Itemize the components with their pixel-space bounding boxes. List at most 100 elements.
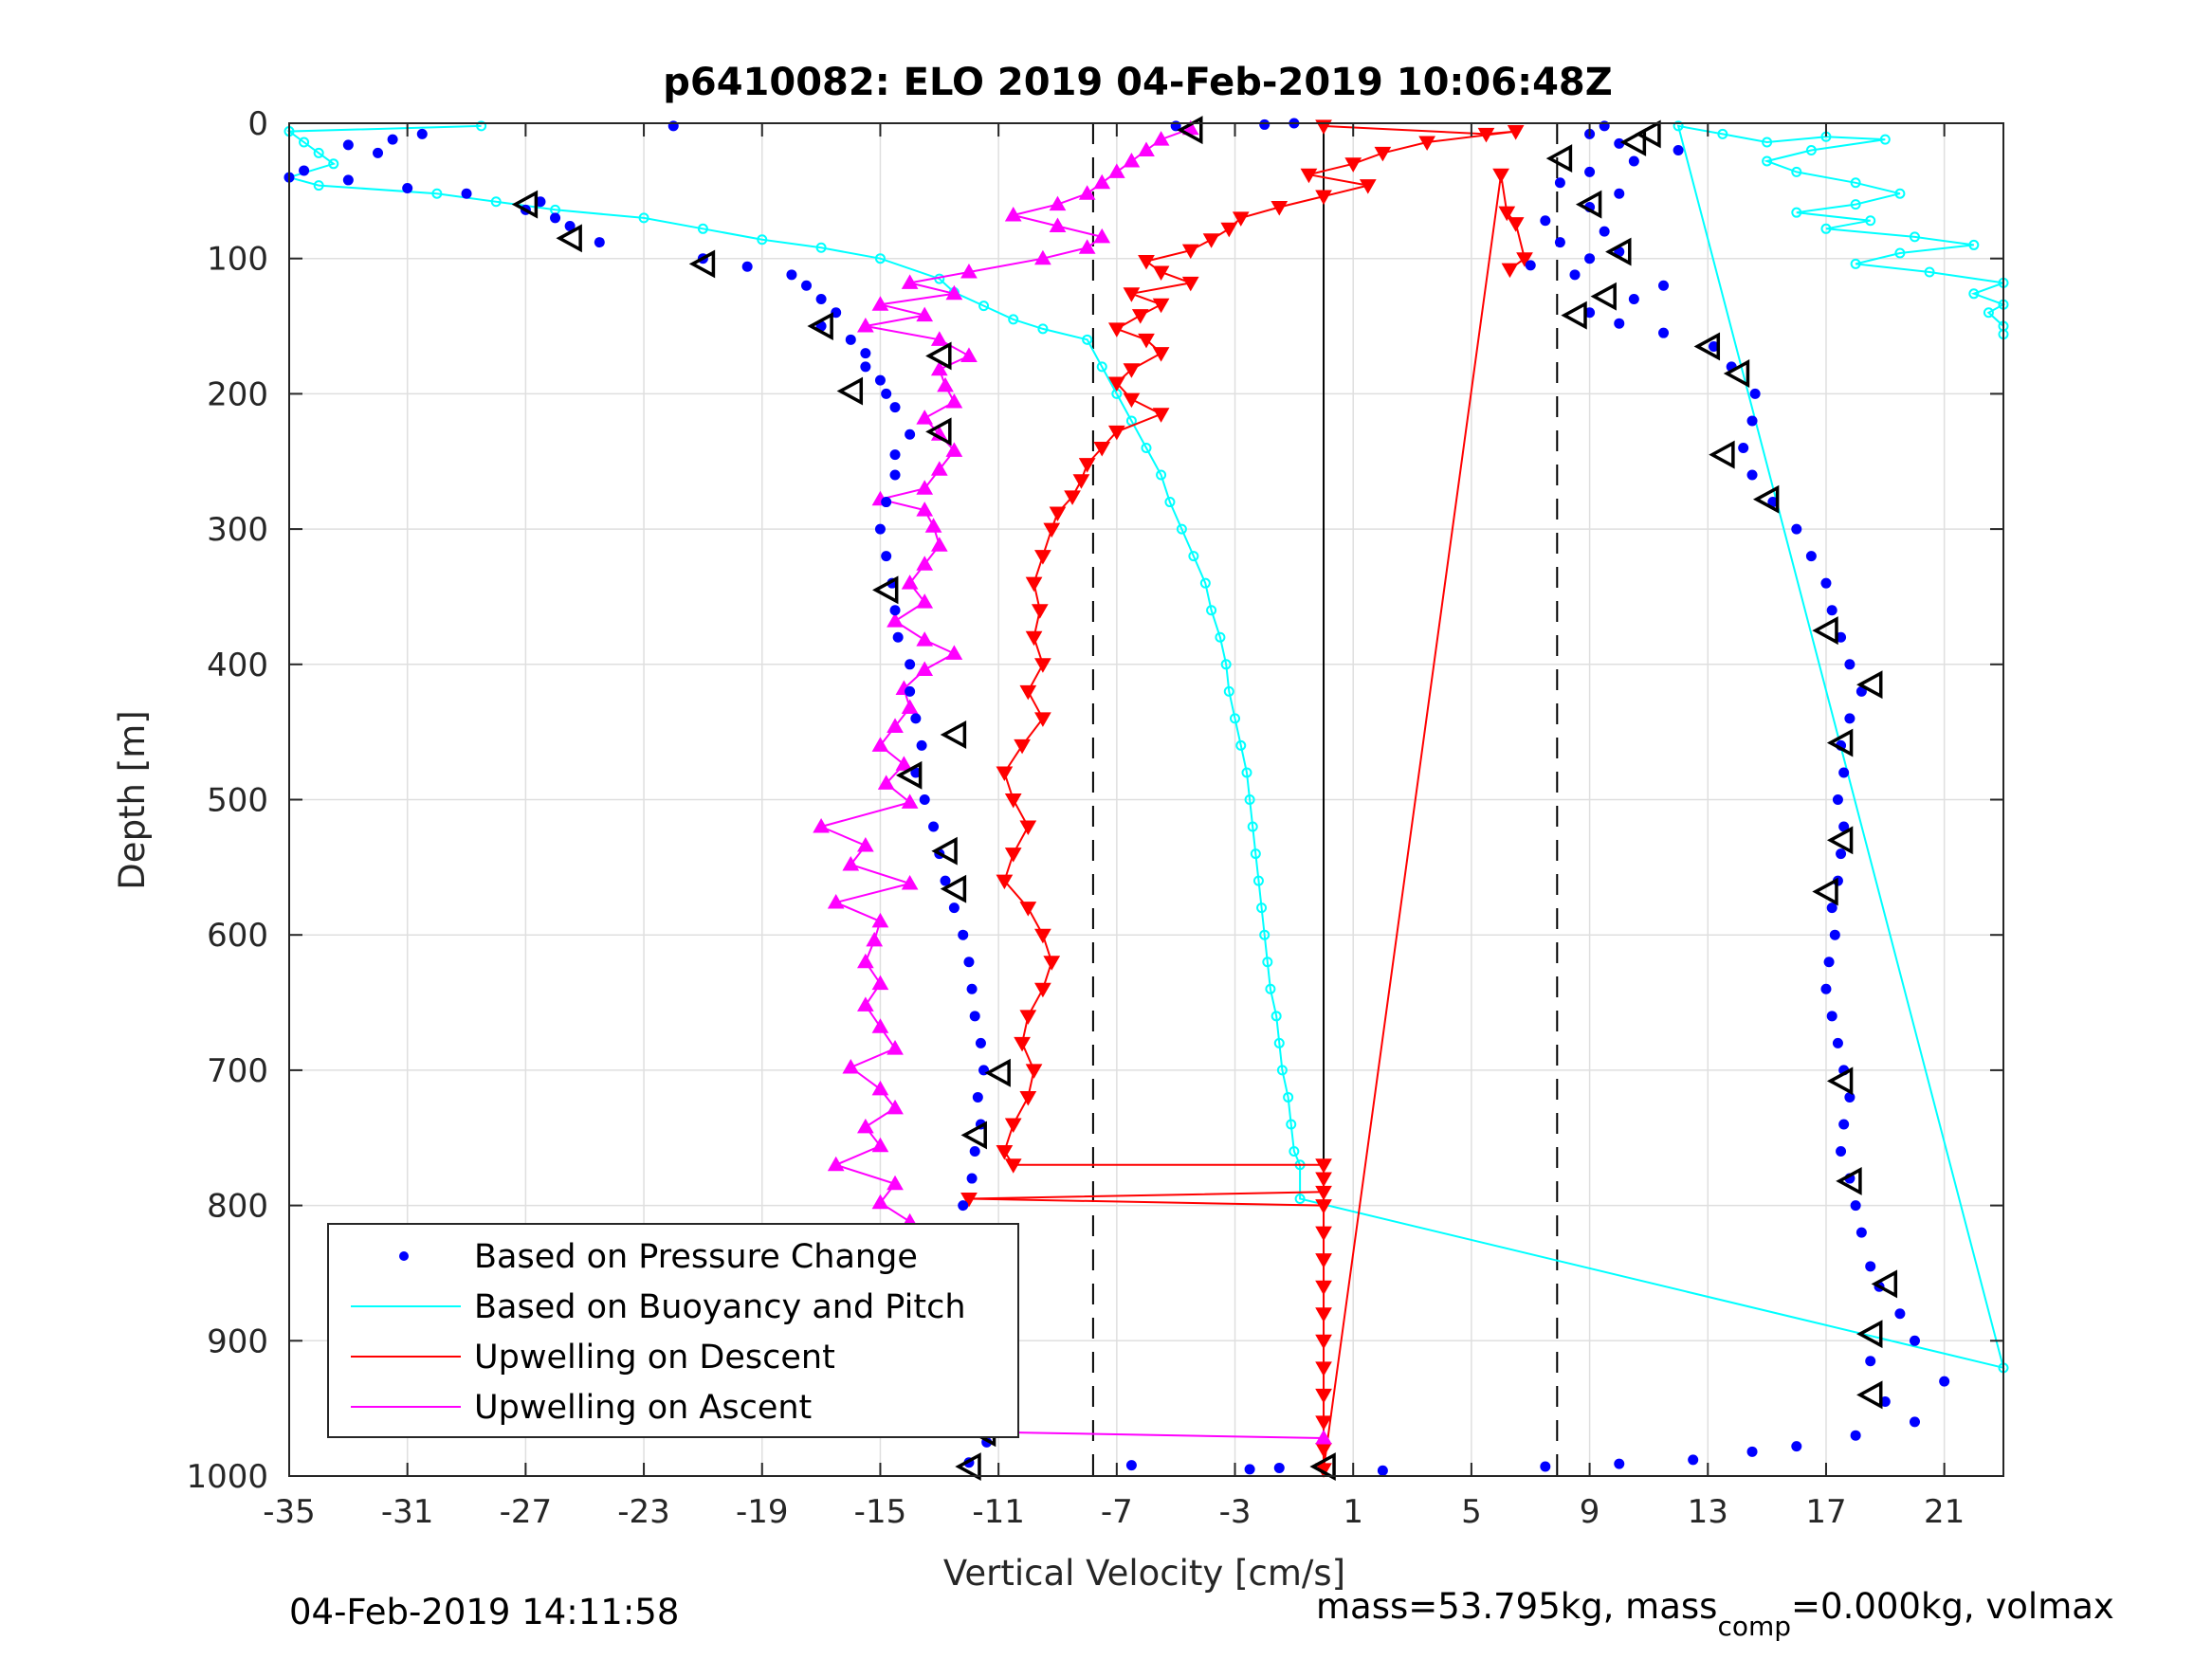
data-point xyxy=(924,518,942,533)
data-point xyxy=(1034,982,1051,998)
data-point xyxy=(1131,309,1149,324)
data-point xyxy=(1477,127,1495,143)
data-point xyxy=(895,760,923,790)
data-point xyxy=(1004,793,1022,809)
data-point xyxy=(1004,207,1022,222)
data-point xyxy=(1265,983,1276,994)
data-point xyxy=(966,983,978,994)
data-point xyxy=(871,1137,889,1153)
x-tick-label: -11 xyxy=(972,1493,1025,1531)
data-point xyxy=(1844,659,1856,670)
data-point xyxy=(1315,1226,1332,1242)
data-point xyxy=(1164,497,1176,508)
data-point xyxy=(757,234,768,246)
data-point xyxy=(1199,577,1211,589)
data-point xyxy=(1004,1158,1022,1174)
data-point xyxy=(969,1011,980,1022)
data-point xyxy=(511,190,539,219)
data-point xyxy=(313,180,324,191)
data-point xyxy=(1909,231,1920,243)
axes-box xyxy=(288,122,2004,1477)
data-point xyxy=(1968,288,1980,300)
data-point xyxy=(887,1099,904,1115)
data-point xyxy=(1507,217,1525,232)
data-point xyxy=(940,874,967,903)
data-point xyxy=(1259,929,1271,940)
data-point xyxy=(1043,522,1061,538)
data-point xyxy=(1123,392,1141,409)
data-point xyxy=(895,756,913,771)
data-point xyxy=(958,1200,969,1212)
data-point xyxy=(813,818,830,833)
data-point xyxy=(1271,1011,1282,1022)
data-point xyxy=(1545,144,1573,173)
data-point xyxy=(1838,767,1850,778)
data-point xyxy=(960,1192,978,1208)
data-point xyxy=(1025,1064,1043,1079)
data-point xyxy=(874,523,886,535)
data-point xyxy=(857,837,874,852)
data-point xyxy=(1262,957,1273,968)
data-point xyxy=(1540,1461,1551,1472)
data-point xyxy=(1315,1253,1332,1268)
x-axis-label: Vertical Velocity [cm/s] xyxy=(943,1553,1345,1594)
legend: Based on Pressure Change Based on Buoyanc… xyxy=(327,1223,1019,1438)
data-point xyxy=(1034,550,1051,565)
data-point xyxy=(342,139,354,151)
data-point xyxy=(1879,1396,1891,1408)
data-point xyxy=(1865,215,1876,227)
data-point xyxy=(871,737,889,752)
data-point xyxy=(1820,223,1832,234)
data-point xyxy=(877,775,895,790)
data-point xyxy=(996,766,1014,781)
data-point xyxy=(845,334,856,345)
data-point xyxy=(1838,1119,1850,1130)
data-point xyxy=(1078,185,1096,200)
data-point xyxy=(688,249,716,279)
data-point xyxy=(955,1452,981,1481)
data-point xyxy=(1844,713,1856,724)
data-point xyxy=(1315,1415,1332,1431)
data-point xyxy=(1844,1091,1856,1103)
data-point xyxy=(1315,1185,1332,1201)
data-point xyxy=(1693,332,1721,361)
data-point xyxy=(1709,440,1735,469)
data-point xyxy=(1836,631,1847,643)
data-point xyxy=(1983,307,1994,319)
data-point xyxy=(1829,929,1840,940)
data-point xyxy=(1746,469,1758,481)
series-event-markers xyxy=(511,116,1898,1481)
data-point xyxy=(1924,266,1935,278)
data-point xyxy=(1049,195,1067,211)
data-point xyxy=(299,165,310,176)
data-point xyxy=(916,739,927,751)
data-point xyxy=(930,461,948,476)
data-point xyxy=(1826,1011,1837,1022)
data-point xyxy=(1826,826,1854,855)
data-point xyxy=(1247,821,1258,832)
data-point xyxy=(1215,631,1226,643)
data-point xyxy=(1850,199,1861,210)
data-point xyxy=(1025,630,1043,647)
data-point xyxy=(1123,152,1141,168)
data-point xyxy=(1865,1356,1876,1367)
data-point xyxy=(1909,1416,1920,1428)
data-point xyxy=(1614,137,1625,149)
data-point xyxy=(930,360,948,376)
y-tick-label: 600 xyxy=(207,917,268,955)
data-point xyxy=(931,836,958,866)
data-point xyxy=(1575,190,1602,219)
legend-label: Based on Buoyancy and Pitch xyxy=(474,1288,966,1326)
data-point xyxy=(975,1037,986,1048)
data-point xyxy=(916,306,934,322)
data-point xyxy=(945,392,963,409)
data-point xyxy=(1315,1172,1332,1188)
data-point xyxy=(945,284,963,301)
data-point xyxy=(564,220,576,231)
footer-timestamp: 04-Feb-2019 14:11:58 xyxy=(289,1592,679,1632)
data-point xyxy=(461,188,472,199)
data-point xyxy=(1025,576,1043,592)
data-point xyxy=(860,348,871,359)
data-point xyxy=(1107,163,1125,178)
